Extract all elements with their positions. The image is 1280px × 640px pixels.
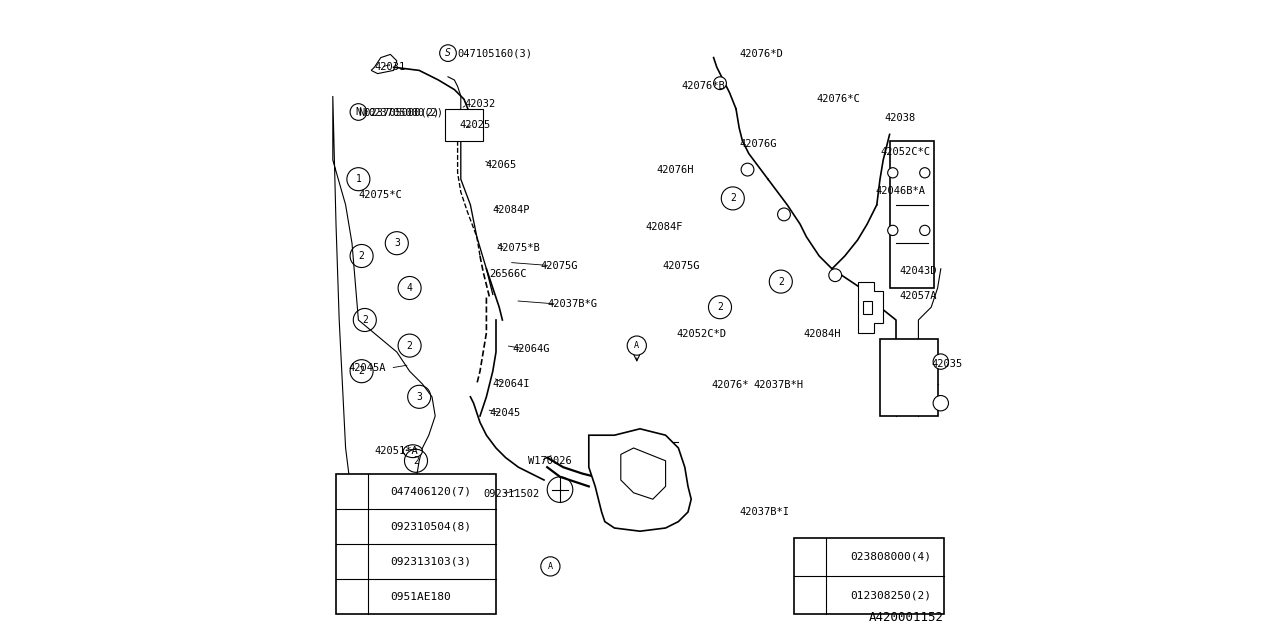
Text: 2: 2 <box>358 366 365 376</box>
Text: 42076*C: 42076*C <box>817 94 860 104</box>
Text: 3: 3 <box>394 238 399 248</box>
Ellipse shape <box>403 445 422 458</box>
Text: 4: 4 <box>407 283 412 293</box>
Text: 42037B*I: 42037B*I <box>740 507 790 517</box>
Text: 42064G: 42064G <box>512 344 549 354</box>
Circle shape <box>778 208 791 221</box>
Text: 0951AE180: 0951AE180 <box>390 592 451 602</box>
Text: 42037B*H: 42037B*H <box>754 380 804 390</box>
Circle shape <box>919 168 931 178</box>
Text: 42038: 42038 <box>884 113 915 124</box>
Text: 42084H: 42084H <box>804 329 841 339</box>
Text: 42075G: 42075G <box>663 260 700 271</box>
Text: 2: 2 <box>347 522 353 531</box>
Text: 42032: 42032 <box>465 99 495 109</box>
Text: 42057A: 42057A <box>900 291 937 301</box>
Circle shape <box>741 163 754 176</box>
Text: 2: 2 <box>358 251 365 261</box>
FancyBboxPatch shape <box>881 339 937 416</box>
Text: 42076*B: 42076*B <box>681 81 726 92</box>
Text: 42076*: 42076* <box>712 380 749 390</box>
Circle shape <box>829 269 842 282</box>
Text: 42052C*D: 42052C*D <box>677 329 727 339</box>
Text: 092311502: 092311502 <box>484 489 539 499</box>
Polygon shape <box>589 429 691 531</box>
Text: 2: 2 <box>717 302 723 312</box>
Text: S: S <box>375 486 380 496</box>
Text: 42076*D: 42076*D <box>740 49 783 60</box>
Text: 42046B*A: 42046B*A <box>876 186 925 196</box>
Text: 42031: 42031 <box>374 62 406 72</box>
Text: 2: 2 <box>362 315 367 325</box>
Text: 42025: 42025 <box>460 120 490 130</box>
Text: A: A <box>548 562 553 571</box>
Text: 012308250(2): 012308250(2) <box>850 590 931 600</box>
Text: N: N <box>356 107 361 117</box>
Text: 4: 4 <box>347 592 353 602</box>
Text: 42064I: 42064I <box>493 379 530 389</box>
Text: 3: 3 <box>347 557 353 566</box>
Text: 42051*A: 42051*A <box>374 446 419 456</box>
Text: A420001152: A420001152 <box>869 611 945 624</box>
Text: 42045A: 42045A <box>348 363 387 373</box>
Circle shape <box>714 77 727 90</box>
Text: 092313103(3): 092313103(3) <box>390 557 471 566</box>
Text: 42076H: 42076H <box>657 164 694 175</box>
Text: 047406120(7): 047406120(7) <box>390 486 471 496</box>
Circle shape <box>933 354 948 369</box>
Text: 1: 1 <box>356 174 361 184</box>
Text: 42075*C: 42075*C <box>358 190 402 200</box>
Circle shape <box>888 225 899 236</box>
FancyBboxPatch shape <box>335 474 497 614</box>
Text: 42052C*C: 42052C*C <box>881 147 931 157</box>
FancyBboxPatch shape <box>445 109 484 141</box>
Circle shape <box>933 396 948 411</box>
Text: 26566C: 26566C <box>490 269 527 279</box>
Text: 2: 2 <box>730 193 736 204</box>
Circle shape <box>888 168 899 178</box>
Text: 2: 2 <box>413 456 419 466</box>
Text: S: S <box>445 48 451 58</box>
Text: 42043D: 42043D <box>900 266 937 276</box>
Text: 42084P: 42084P <box>493 205 530 215</box>
Text: 023705000(2): 023705000(2) <box>369 107 443 117</box>
Text: 42045: 42045 <box>490 408 521 418</box>
Polygon shape <box>371 54 397 74</box>
Polygon shape <box>621 448 666 499</box>
Text: 42037B*G: 42037B*G <box>548 299 598 309</box>
FancyBboxPatch shape <box>794 538 945 614</box>
Polygon shape <box>863 301 872 314</box>
Text: 047105160(3): 047105160(3) <box>458 48 532 58</box>
Text: 023808000(4): 023808000(4) <box>850 552 931 562</box>
Text: 42076G: 42076G <box>740 139 777 149</box>
Text: 1: 1 <box>347 486 353 496</box>
Text: 42084F: 42084F <box>645 222 682 232</box>
Polygon shape <box>333 96 435 544</box>
Polygon shape <box>890 141 934 288</box>
Text: 42035: 42035 <box>932 358 963 369</box>
Text: 092310504(8): 092310504(8) <box>390 522 471 531</box>
Text: 42075G: 42075G <box>540 260 579 271</box>
Text: W170026: W170026 <box>529 456 572 466</box>
Text: 42075*B: 42075*B <box>497 243 540 253</box>
Text: 6: 6 <box>805 590 810 600</box>
Text: 3: 3 <box>416 392 422 402</box>
Text: 2: 2 <box>778 276 783 287</box>
Circle shape <box>919 225 931 236</box>
Text: B: B <box>832 590 838 600</box>
Text: N: N <box>832 552 838 562</box>
Text: 2: 2 <box>407 340 412 351</box>
Text: N023705000(2): N023705000(2) <box>358 107 439 117</box>
Text: 5: 5 <box>805 552 810 562</box>
Polygon shape <box>858 282 883 333</box>
Text: A: A <box>635 341 639 350</box>
Text: 42065: 42065 <box>485 160 516 170</box>
